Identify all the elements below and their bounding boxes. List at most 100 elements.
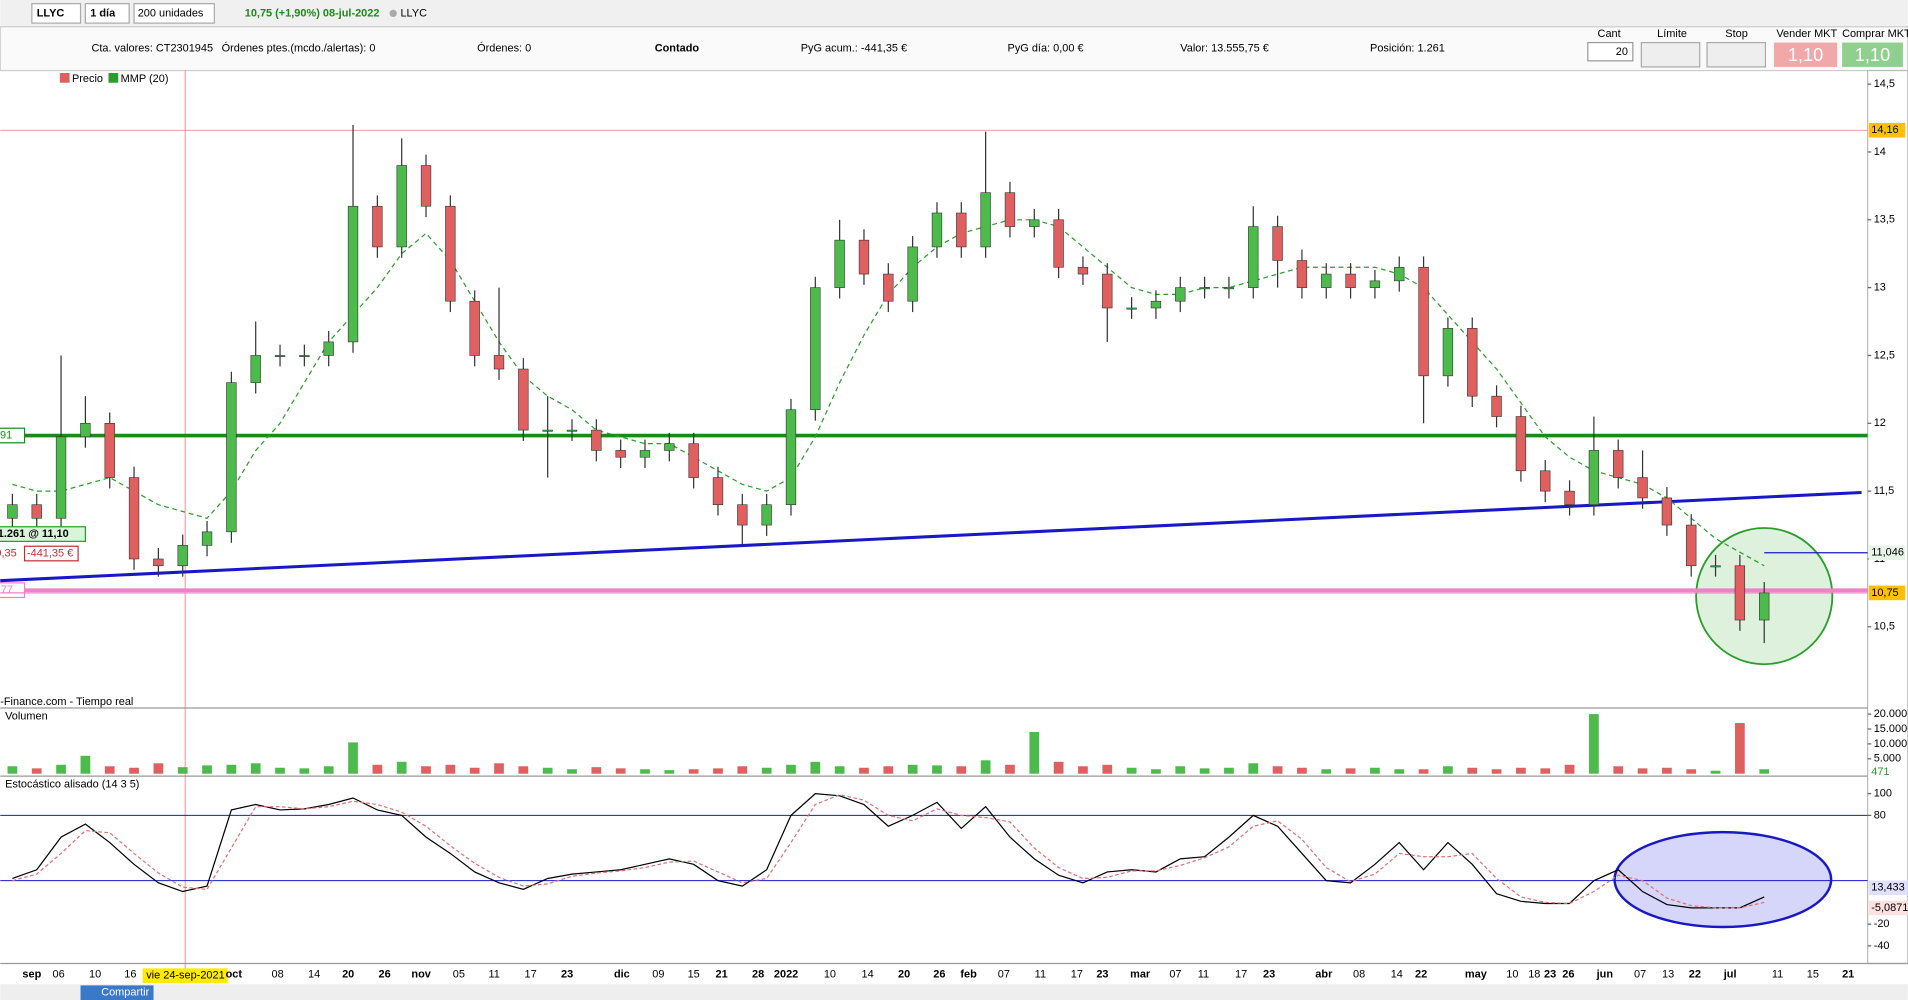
position: Posición: 1.261 xyxy=(1370,43,1445,55)
candle-body xyxy=(1442,328,1454,377)
x-tick-label: 15 xyxy=(688,968,700,980)
cant-label: Cant xyxy=(1598,28,1621,40)
candle-body xyxy=(177,545,188,567)
x-tick-label: dic xyxy=(614,968,630,980)
candle-body xyxy=(1613,450,1624,478)
volume-bar xyxy=(542,767,553,774)
candle-body xyxy=(591,429,602,451)
marker-box xyxy=(1868,900,1908,916)
limit-button[interactable] xyxy=(1640,41,1701,68)
x-tick-label: jun xyxy=(1596,968,1613,980)
volume-bar xyxy=(445,764,456,774)
x-tick-label: 10 xyxy=(824,968,836,980)
candle-body xyxy=(7,504,18,519)
candle-body xyxy=(1661,497,1673,526)
stop-label: Stop xyxy=(1725,28,1748,40)
volume-bar xyxy=(348,742,358,774)
candle-body xyxy=(1223,287,1235,290)
x-tick-label: 22 xyxy=(1689,968,1701,980)
x-tick-label: 23 xyxy=(561,968,573,980)
volume-bar xyxy=(177,767,188,774)
x-tick-label: nov xyxy=(411,968,431,980)
sell-button[interactable] xyxy=(1773,42,1838,67)
volume-bar xyxy=(688,769,699,774)
volume-bar xyxy=(421,766,431,774)
volume-bar xyxy=(1321,769,1332,774)
candle-body xyxy=(1515,416,1527,472)
volume-bar xyxy=(615,768,626,774)
level-label: 11,91 xyxy=(0,429,12,441)
volume-bar xyxy=(202,765,212,774)
volume-bar xyxy=(1686,769,1697,774)
stop-button[interactable] xyxy=(1706,41,1767,68)
status: -Finance.com - Tiempo real xyxy=(0,696,133,708)
volume-bar xyxy=(980,760,991,774)
x-tick-label: may xyxy=(1465,968,1488,980)
volume-bar xyxy=(1491,769,1502,774)
legend-price: Precio xyxy=(72,73,103,85)
x-tick-label: abr xyxy=(1315,968,1333,980)
candle-body xyxy=(566,429,578,432)
x-tick-label: 26 xyxy=(933,968,945,980)
y-tick-label: 20.000 xyxy=(1874,708,1907,720)
candle-body xyxy=(1150,300,1162,309)
x-tick-label: 18 xyxy=(1528,968,1540,980)
candle-body xyxy=(1004,192,1016,227)
limit-label: Límite xyxy=(1657,28,1687,40)
units: 200 unidades xyxy=(138,7,204,19)
x-tick-label: 06 xyxy=(53,968,65,980)
candle-body xyxy=(80,423,91,438)
x-tick-label: 20 xyxy=(342,968,354,980)
x-tick-label: 23 xyxy=(1544,968,1556,980)
marker-box xyxy=(1868,545,1906,561)
quote: 10,75 (+1,90%) 08-jul-2022 xyxy=(245,7,380,19)
symbol2: LLYC xyxy=(400,7,427,19)
cant-input[interactable] xyxy=(1587,41,1634,62)
x-tick-label: sep xyxy=(22,968,41,980)
pyg-acum: PyG acum.: -441,35 € xyxy=(801,43,907,55)
candle-body xyxy=(518,368,529,431)
x-tick-label: 17 xyxy=(525,968,537,980)
buy-button[interactable] xyxy=(1842,42,1903,67)
volume-bar xyxy=(956,766,967,774)
pnl2: 0,35 xyxy=(0,547,17,559)
orders: Órdenes: 0 xyxy=(477,42,531,55)
interval-box[interactable] xyxy=(84,3,130,24)
candle-body xyxy=(420,165,432,207)
volume-bar xyxy=(1613,766,1624,774)
candle-body xyxy=(1491,395,1502,417)
volume-bar xyxy=(932,765,942,774)
x-tick-label: 05 xyxy=(453,968,465,980)
volume-bar xyxy=(1199,768,1210,774)
x-tick-label: 09 xyxy=(652,968,664,980)
volume-bar xyxy=(518,766,529,774)
units-box[interactable] xyxy=(133,3,215,24)
volume-bar xyxy=(372,764,383,774)
x-tick-label: 17 xyxy=(1071,968,1083,980)
symbol-box[interactable] xyxy=(31,3,82,24)
volume-bar xyxy=(1029,731,1040,774)
volume-bar xyxy=(1516,767,1526,774)
volume-bar xyxy=(153,763,164,774)
candle-body xyxy=(542,429,553,432)
volume-bar xyxy=(31,768,42,774)
volume-bar xyxy=(810,761,821,774)
x-tick-label: 07 xyxy=(998,968,1010,980)
sell-price: 1,10 xyxy=(1788,44,1824,65)
candle-body xyxy=(688,443,699,478)
marker-label: 14,16 xyxy=(1871,124,1898,136)
level-box xyxy=(0,582,26,599)
volume-bar xyxy=(713,768,723,774)
x-tick-label: 2022 xyxy=(774,968,798,980)
share-button[interactable] xyxy=(80,985,154,1000)
crosshair-box xyxy=(142,968,228,983)
value: Valor: 13.555,75 € xyxy=(1180,43,1269,55)
highlight-ellipse xyxy=(1613,830,1833,929)
x-tick-label: 10 xyxy=(1506,968,1518,980)
volume-bar xyxy=(1540,768,1551,774)
volume-marker: 471 xyxy=(1871,766,1889,778)
volume-bar xyxy=(494,763,504,774)
interval: 1 día xyxy=(90,7,116,19)
